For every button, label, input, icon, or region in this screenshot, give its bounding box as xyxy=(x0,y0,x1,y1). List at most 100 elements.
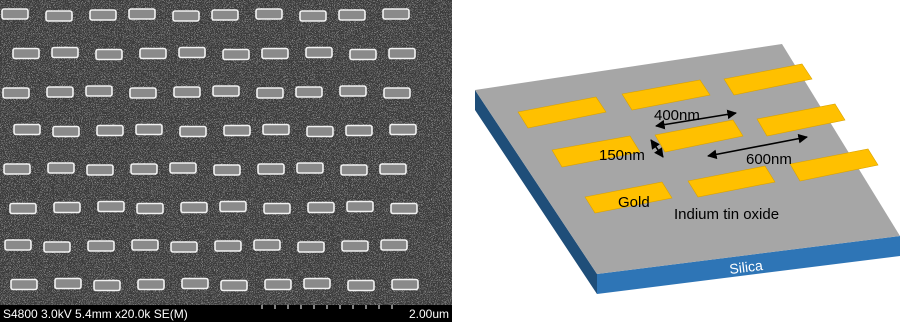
spacing-dimension-arrow xyxy=(707,133,808,160)
substrate-side-face xyxy=(475,90,597,294)
width-label: 150nm xyxy=(599,147,645,164)
sem-nanorod xyxy=(2,87,30,99)
sem-nanorod xyxy=(212,85,240,97)
gold-rod xyxy=(723,63,813,96)
sem-nanorod xyxy=(341,240,369,252)
sem-nanorod xyxy=(264,278,292,291)
gold-rod xyxy=(687,165,776,198)
sem-nanorod xyxy=(345,124,373,137)
sem-image: S4800 3.0kV 5.4mm x20.0k SE(M) 2.00um xyxy=(0,0,452,322)
width-dimension-arrow xyxy=(650,139,664,158)
sem-nanorod xyxy=(180,201,208,214)
sem-nanorod xyxy=(263,202,291,215)
sem-nanorod xyxy=(257,163,285,175)
sem-nanorod xyxy=(52,125,80,138)
sem-nanorod xyxy=(391,278,419,291)
sem-nanorod xyxy=(297,241,325,253)
sem-nanorod xyxy=(346,200,374,213)
sem-nanorod xyxy=(261,47,289,60)
gold-rod xyxy=(517,96,607,129)
length-dimension-arrow xyxy=(655,109,737,130)
sem-nanorod xyxy=(170,241,198,253)
sem-nanorod xyxy=(10,278,38,291)
sem-nanorod xyxy=(129,87,157,99)
sem-nanorod xyxy=(12,47,40,60)
sem-nanorod-grid xyxy=(1,8,419,292)
sem-nanorod xyxy=(389,123,417,136)
sem-nanorod xyxy=(262,123,290,136)
ito-label: Indium tin oxide xyxy=(674,206,779,223)
sem-grain-texture xyxy=(0,0,452,305)
sem-nanorod xyxy=(137,278,165,291)
sem-nanorod xyxy=(131,239,159,251)
sem-nanorod xyxy=(181,277,209,290)
sem-nanorod xyxy=(93,279,121,292)
sem-nanorod xyxy=(51,46,79,59)
sem-nanorod xyxy=(96,124,124,137)
sem-nanorod xyxy=(135,123,163,136)
sem-nanorod xyxy=(213,164,241,176)
sem-nanorod xyxy=(13,123,41,136)
sem-nanorod xyxy=(222,48,250,61)
sem-nanorod xyxy=(390,202,418,215)
sem-nanorod xyxy=(306,125,334,138)
sem-nanorod xyxy=(172,10,200,22)
sem-nanorod xyxy=(295,86,323,98)
sem-nanorod xyxy=(256,87,284,99)
sem-nanorod xyxy=(45,10,73,22)
sem-info-bar xyxy=(0,305,452,322)
sem-nanorod xyxy=(4,239,32,251)
sem-nanorod xyxy=(89,9,117,21)
sem-nanorod xyxy=(9,202,37,215)
device-schematic: 400nm 150nm 600nm Gold Indium tin oxide … xyxy=(452,0,909,322)
sem-nanorod xyxy=(253,239,281,251)
sem-nanorod xyxy=(379,163,407,175)
sem-nanorod xyxy=(380,239,408,251)
sem-nanorod xyxy=(178,46,206,59)
sem-nanorod xyxy=(255,8,283,20)
gold-rod xyxy=(621,79,711,111)
sem-info-text: S4800 3.0kV 5.4mm x20.0k SE(M) xyxy=(3,307,188,321)
sem-nanorod xyxy=(1,8,29,20)
sem-nanorod xyxy=(296,162,324,174)
sem-nanorod xyxy=(305,46,333,59)
sem-nanorod xyxy=(43,241,71,253)
gold-rod xyxy=(756,103,846,137)
sem-nanorod xyxy=(179,125,207,138)
sem-nanorod xyxy=(136,202,164,215)
sem-nanorod xyxy=(349,48,377,61)
sem-nanorod xyxy=(382,8,410,20)
sem-nanorod xyxy=(85,85,113,97)
sem-nanorod xyxy=(338,9,366,21)
sem-nanorod xyxy=(339,85,367,97)
gold-rod xyxy=(551,135,641,168)
substrate-front-face xyxy=(597,236,900,294)
sem-nanorod xyxy=(97,200,125,213)
gold-rod-labeled xyxy=(584,181,673,214)
sem-nanorod xyxy=(383,87,411,99)
spacing-label: 600nm xyxy=(746,151,792,168)
sem-nanorod xyxy=(299,10,327,22)
sem-nanorod xyxy=(223,124,251,137)
gold-rod xyxy=(789,148,879,182)
sem-nanorod xyxy=(211,9,239,21)
sem-nanorod xyxy=(214,240,242,252)
sem-nanorod xyxy=(219,200,247,213)
sem-nanorod xyxy=(388,47,416,60)
sem-nanorod xyxy=(53,201,81,214)
sem-nanorod xyxy=(130,163,158,175)
sem-nanorod xyxy=(220,279,248,292)
sem-nanorod xyxy=(303,277,331,290)
gold-nanorods xyxy=(517,63,879,214)
gold-label: Gold xyxy=(618,194,650,211)
sem-nanorod xyxy=(139,47,167,60)
sem-nanorod xyxy=(3,163,31,175)
sem-nanorod xyxy=(95,48,123,61)
sem-nanorod xyxy=(54,277,82,290)
silica-label: Silica xyxy=(728,257,763,277)
sem-scale-label: 2.00um xyxy=(409,307,449,321)
sem-nanorod xyxy=(347,279,375,292)
sem-nanorod xyxy=(47,162,75,174)
sem-nanorod xyxy=(340,164,368,176)
sem-nanorod xyxy=(86,164,114,176)
